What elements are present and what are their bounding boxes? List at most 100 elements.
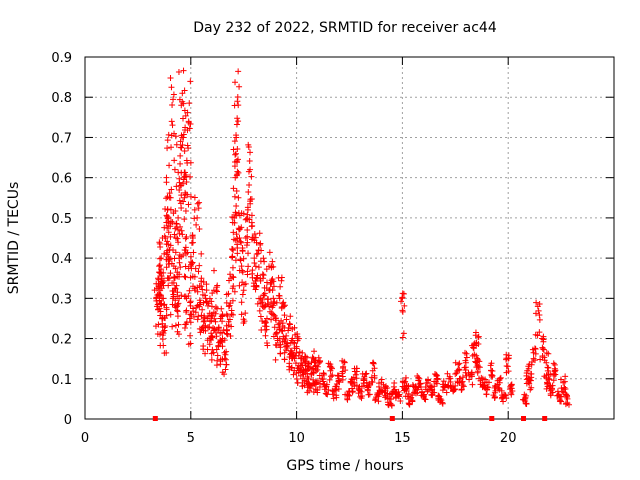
data-point: [334, 372, 341, 379]
data-point: [164, 215, 171, 222]
data-point: [357, 393, 364, 400]
data-point: [215, 324, 222, 331]
data-point: [498, 387, 505, 394]
data-point: [308, 359, 315, 366]
data-point: [468, 370, 475, 377]
data-point: [401, 302, 408, 309]
data-point: [156, 305, 163, 312]
data-point: [186, 100, 193, 107]
data-point: [167, 242, 174, 249]
data-point: [213, 333, 220, 340]
data-point: [198, 250, 205, 257]
data-point: [521, 391, 528, 398]
data-point: [240, 255, 247, 262]
data-point: [234, 93, 241, 100]
data-point: [260, 275, 267, 282]
data-point: [532, 357, 539, 364]
data-point: [191, 285, 198, 292]
data-point: [459, 374, 466, 381]
data-point: [270, 263, 277, 270]
data-point: [262, 332, 269, 339]
data-point: [187, 340, 194, 347]
data-point: [180, 252, 187, 259]
data-point: [196, 301, 203, 308]
data-point: [162, 322, 169, 329]
data-point: [196, 226, 203, 233]
data-point: [190, 308, 197, 315]
data-point: [473, 364, 480, 371]
data-point: [231, 138, 238, 145]
data-point: [191, 206, 198, 213]
data-point: [172, 235, 179, 241]
data-point: [304, 374, 311, 381]
data-point: [545, 364, 552, 371]
data-point: [182, 244, 189, 251]
data-point: [536, 316, 543, 323]
data-point: [187, 78, 194, 85]
data-point: [405, 383, 412, 390]
data-point: [208, 356, 215, 363]
data-point: [157, 308, 164, 315]
data-point: [487, 362, 494, 369]
data-point: [527, 386, 534, 393]
data-point: [417, 380, 424, 387]
data-point: [176, 295, 183, 302]
data-point: [174, 308, 181, 315]
data-point: [167, 223, 174, 230]
data-point: [156, 262, 163, 269]
data-point: [361, 373, 368, 380]
data-point: [180, 100, 187, 107]
data-point: [233, 188, 240, 195]
data-point: [341, 359, 348, 366]
data-point: [230, 146, 237, 153]
data-point: [422, 396, 429, 403]
data-point: [175, 214, 182, 221]
data-point: [163, 264, 170, 271]
data-point: [168, 84, 175, 91]
data-point: [434, 375, 441, 382]
data-point: [266, 249, 273, 256]
data-point: [253, 251, 260, 258]
data-point: [504, 363, 511, 370]
data-point: [263, 323, 270, 330]
data-point: [161, 233, 168, 240]
data-point: [341, 358, 348, 365]
data-point: [184, 142, 191, 149]
data-point: [439, 400, 446, 407]
data-point: [186, 287, 193, 294]
data-point: [537, 356, 544, 363]
data-point: [475, 333, 482, 340]
data-point: [234, 250, 241, 257]
data-point: [223, 322, 230, 329]
axis-ticks: 0 0.1 0.2 0.3 0.4 0.5 0.6 0.7 0.8 0.9 0 5 10 15 20: [51, 51, 614, 446]
data-point: [176, 230, 183, 237]
data-point: [179, 142, 186, 149]
data-point: [234, 115, 241, 122]
data-point: [405, 390, 412, 397]
data-point: [256, 295, 263, 302]
data-point: [405, 400, 412, 407]
data-point: [207, 318, 214, 325]
data-point: [163, 312, 170, 319]
data-point: [453, 370, 460, 377]
data-point: [312, 356, 319, 363]
data-point: [552, 371, 559, 378]
data-point: [355, 390, 362, 397]
data-point: [545, 350, 552, 357]
data-point: [157, 292, 164, 299]
data-point: [161, 224, 168, 231]
axis-marker: [489, 416, 495, 421]
data-point: [506, 386, 513, 393]
data-point: [307, 364, 314, 371]
data-point: [398, 298, 405, 305]
data-point: [257, 300, 264, 307]
data-point: [233, 231, 240, 238]
data-point: [229, 311, 236, 318]
data-point: [229, 273, 236, 280]
data-point: [523, 370, 530, 377]
data-point: [256, 307, 263, 314]
data-point: [244, 227, 251, 234]
data-point: [187, 319, 194, 326]
data-point: [280, 299, 287, 306]
data-point: [508, 382, 515, 389]
